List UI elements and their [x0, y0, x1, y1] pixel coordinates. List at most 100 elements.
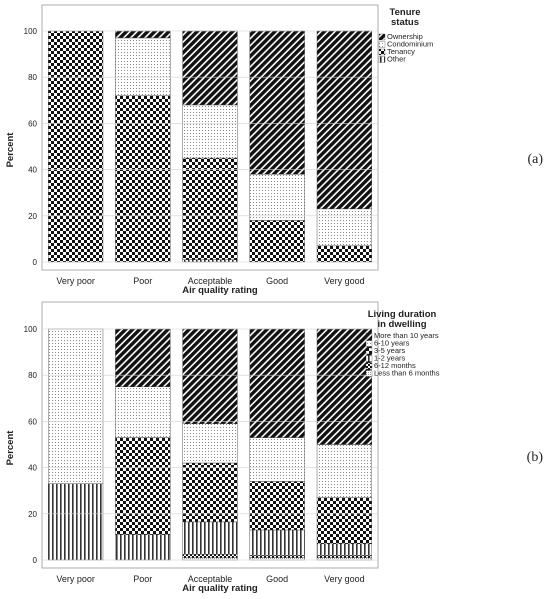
panel-a-x-tick-label: Acceptable — [188, 276, 233, 286]
legend-swatch-dense-checker — [365, 362, 373, 370]
legend-swatch-vertical-lines — [378, 56, 386, 63]
bar-segment-vertical-lines — [48, 483, 104, 561]
panel-b-bars — [48, 328, 372, 561]
bar-segment-checker — [182, 157, 238, 260]
legend-swatch-checker — [378, 48, 386, 56]
panel-a-x-tick-label: Very good — [324, 276, 365, 286]
panel-a-x-tick-label: Good — [266, 276, 288, 286]
panel-b-x-tick-label: Very poor — [56, 574, 95, 584]
legend-label: Less than 6 months — [374, 369, 440, 378]
panel-b-y-tick-label: 20 — [28, 510, 37, 519]
bar-segment-checker — [182, 462, 238, 523]
bar-segment-diagonal — [316, 328, 372, 445]
bar-segment-checker — [316, 245, 372, 263]
panel-b-y-tick-label: 40 — [28, 464, 37, 473]
bar-segment-dots — [182, 104, 238, 159]
bar-segment-vertical-lines — [316, 543, 372, 556]
legend-swatch-fine-dots — [365, 370, 373, 377]
bar-segment-dots — [249, 174, 305, 221]
panel-a-plot-frame — [41, 4, 379, 271]
bar-segment-checker — [115, 95, 171, 263]
panel-b-y-axis-title: Percent — [5, 430, 16, 466]
panel-a-legend-title: Tenure — [390, 7, 421, 18]
bar-segment-vertical-lines — [249, 529, 305, 556]
panel-a-y-tick-label: 80 — [28, 73, 37, 82]
bar-segment-fine-dots — [182, 557, 238, 561]
bar-segment-dots — [182, 423, 238, 464]
legend-label: Condominium — [387, 40, 433, 49]
legend-swatch-diagonal — [378, 33, 386, 41]
bar-segment-diagonal — [182, 30, 238, 106]
bar-segment-checker — [48, 30, 104, 263]
bar-segment-checker — [249, 220, 305, 263]
legend-swatch-diagonal — [365, 332, 373, 340]
bar-segment-diagonal — [115, 328, 171, 387]
panel-b-plot-frame — [41, 301, 379, 569]
bar-segment-dense-checker — [249, 555, 305, 558]
legend-label: 3-5 years — [374, 346, 406, 355]
bar-segment-dense-checker — [316, 555, 372, 558]
panel-a-y-tick-label: 60 — [28, 119, 37, 128]
panel-a: 0 20 40 60 80 100 Very poor Poor Acceptable Good V… — [5, 4, 543, 296]
legend-label: Tenancy — [387, 47, 415, 56]
panel-b-y-tick-label: 100 — [24, 325, 38, 334]
panel-b-x-tick-label: Very good — [324, 574, 365, 584]
panel-b-legend-title: Living duration — [368, 309, 437, 320]
bar-segment-dots — [316, 208, 372, 247]
legend-label: 6-12 months — [374, 361, 416, 370]
panel-b-y-tick-label: 0 — [33, 556, 38, 565]
bar-segment-dense-checker — [182, 554, 238, 558]
bar-segment-dots — [316, 444, 372, 498]
legend-label: Other — [387, 55, 406, 64]
panel-b-x-axis-title: Air quality rating — [182, 583, 258, 594]
bar-segment-fine-dots — [249, 557, 305, 561]
legend-swatch-vertical-lines — [365, 355, 373, 362]
bar-segment-fine-dots — [316, 557, 372, 561]
legend-swatch-checker — [365, 347, 373, 355]
bar-segment-dots — [115, 37, 171, 96]
panel-a-legend-title: status — [391, 17, 419, 28]
bar-segment-diagonal — [316, 30, 372, 210]
panel-a-y-tick-label: 100 — [24, 27, 38, 36]
panel-b-x-tick-label: Acceptable — [188, 574, 233, 584]
panel-a-x-tick-label: Poor — [133, 276, 152, 286]
bar-segment-checker — [249, 481, 305, 531]
bar-segment-dots — [249, 437, 305, 482]
bar-segment-checker — [115, 437, 171, 535]
bar-segment-diagonal — [249, 30, 305, 175]
panel-a-x-tick-label: Very poor — [56, 276, 95, 286]
panel-b-y-tick-label: 60 — [28, 417, 37, 426]
panel-b-axes: 0 20 40 60 80 100 Very poor Poor Acceptable Good V… — [24, 301, 379, 584]
panel-a-x-axis-title: Air quality rating — [182, 285, 258, 296]
legend-swatch-dots — [378, 41, 386, 48]
panel-a-bars — [48, 30, 372, 263]
panel-b-x-tick-label: Good — [266, 574, 288, 584]
bar-segment-vertical-lines — [182, 259, 238, 263]
bar-segment-diagonal — [249, 328, 305, 438]
bar-segment-diagonal — [182, 328, 238, 424]
bar-segment-vertical-lines — [182, 521, 238, 555]
legend-swatch-dots — [365, 340, 373, 347]
legend-label: 6-10 years — [374, 339, 410, 348]
bar-segment-dots — [115, 386, 171, 438]
panel-a-y-tick-label: 40 — [28, 166, 37, 175]
panel-a-y-tick-label: 0 — [33, 258, 38, 267]
legend-label: More than 10 years — [374, 331, 439, 340]
legend-label: Ownership — [387, 32, 423, 41]
panel-b-y-tick-label: 80 — [28, 371, 37, 380]
bar-segment-dots — [48, 328, 104, 484]
panel-b-legend-title: in dwelling — [377, 319, 426, 330]
legend-label: 1-2 years — [374, 354, 406, 363]
panel-a-y-axis-title: Percent — [5, 132, 16, 168]
bar-segment-vertical-lines — [115, 534, 171, 561]
panel-b-label: (b) — [527, 450, 544, 465]
panel-a-y-tick-label: 20 — [28, 212, 37, 221]
panel-a-label: (a) — [527, 152, 543, 167]
panel-b-x-tick-label: Poor — [133, 574, 152, 584]
bar-segment-checker — [316, 497, 372, 545]
panel-a-axes: 0 20 40 60 80 100 Very poor Poor Acceptable Good V… — [24, 4, 379, 286]
bar-segment-diagonal — [115, 30, 171, 39]
